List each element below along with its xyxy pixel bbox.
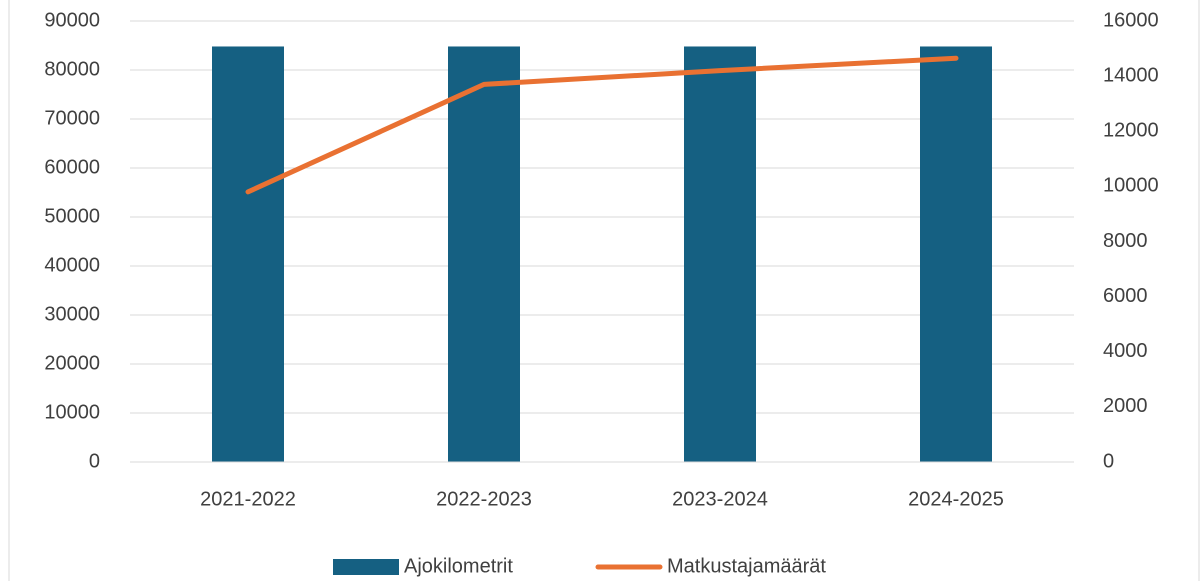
y2-tick-label: 16000 xyxy=(1103,9,1159,31)
y-tick-label: 70000 xyxy=(44,107,100,129)
x-tick-label: 2024-2025 xyxy=(908,488,1004,510)
x-tick-label: 2023-2024 xyxy=(672,488,768,510)
y2-tick-label: 8000 xyxy=(1103,230,1148,252)
bar xyxy=(212,46,284,462)
line-series xyxy=(245,55,959,195)
y2-tick-label: 2000 xyxy=(1103,395,1148,417)
y2-tick-label: 6000 xyxy=(1103,285,1148,307)
y-tick-label: 50000 xyxy=(44,205,100,227)
y2-tick-label: 12000 xyxy=(1103,120,1159,142)
y-tick-label: 10000 xyxy=(44,401,100,423)
x-tick-label: 2021-2022 xyxy=(200,488,296,510)
legend-swatch xyxy=(333,559,399,575)
y-tick-label: 30000 xyxy=(44,303,100,325)
chart-frame xyxy=(8,0,1200,581)
bar xyxy=(920,46,992,462)
bar xyxy=(448,46,520,462)
y-tick-label: 90000 xyxy=(44,9,100,31)
legend-label: Ajokilometrit xyxy=(404,555,513,577)
x-tick-label: 2022-2023 xyxy=(436,488,532,510)
y-tick-label: 0 xyxy=(89,450,100,472)
y2-tick-label: 0 xyxy=(1103,450,1114,472)
legend-label: Matkustajamäärät xyxy=(667,555,826,577)
bar xyxy=(684,46,756,462)
y2-tick-label: 10000 xyxy=(1103,175,1159,197)
y-tick-label: 80000 xyxy=(44,58,100,80)
y-tick-label: 20000 xyxy=(44,352,100,374)
y2-tick-label: 4000 xyxy=(1103,340,1148,362)
y2-tick-label: 14000 xyxy=(1103,64,1159,86)
y-tick-label: 60000 xyxy=(44,156,100,178)
y-tick-label: 40000 xyxy=(44,254,100,276)
